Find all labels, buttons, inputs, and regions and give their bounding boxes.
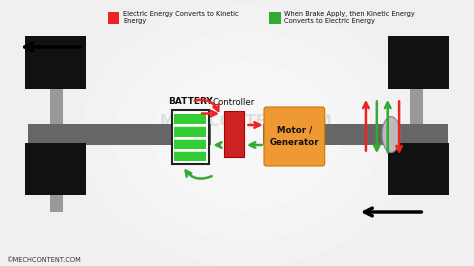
FancyBboxPatch shape — [264, 107, 325, 166]
Bar — [269, 11, 281, 23]
FancyBboxPatch shape — [224, 111, 244, 157]
Bar — [25, 36, 86, 89]
Bar — [388, 36, 449, 89]
Text: Electric Energy Converts to Kinetic
Energy: Electric Energy Converts to Kinetic Ener… — [123, 11, 239, 24]
Text: MECHCONTENT.COM: MECHCONTENT.COM — [160, 114, 333, 128]
Bar — [263, 124, 448, 145]
Ellipse shape — [81, 5, 412, 266]
Text: When Brake Apply, then Kinetic Energy
Converts to Electric Energy: When Brake Apply, then Kinetic Energy Co… — [284, 11, 415, 24]
Bar — [410, 89, 423, 143]
Bar — [388, 143, 449, 195]
Bar — [25, 143, 86, 195]
Text: ©MECHCONTENT.COM: ©MECHCONTENT.COM — [6, 257, 81, 263]
FancyBboxPatch shape — [172, 110, 209, 164]
Bar — [174, 126, 206, 136]
Text: BATTERY: BATTERY — [168, 97, 212, 106]
Text: Controller: Controller — [212, 98, 255, 107]
Text: Motor /
Generator: Motor / Generator — [270, 126, 319, 147]
Ellipse shape — [152, 61, 341, 211]
Ellipse shape — [114, 31, 379, 241]
Bar — [174, 114, 206, 124]
Bar — [28, 124, 211, 145]
Bar — [174, 139, 206, 149]
Bar — [174, 151, 206, 161]
Bar — [108, 11, 119, 23]
Ellipse shape — [382, 117, 400, 152]
Bar — [50, 195, 63, 212]
Bar — [410, 145, 423, 195]
Ellipse shape — [190, 91, 303, 181]
Bar — [50, 89, 63, 143]
